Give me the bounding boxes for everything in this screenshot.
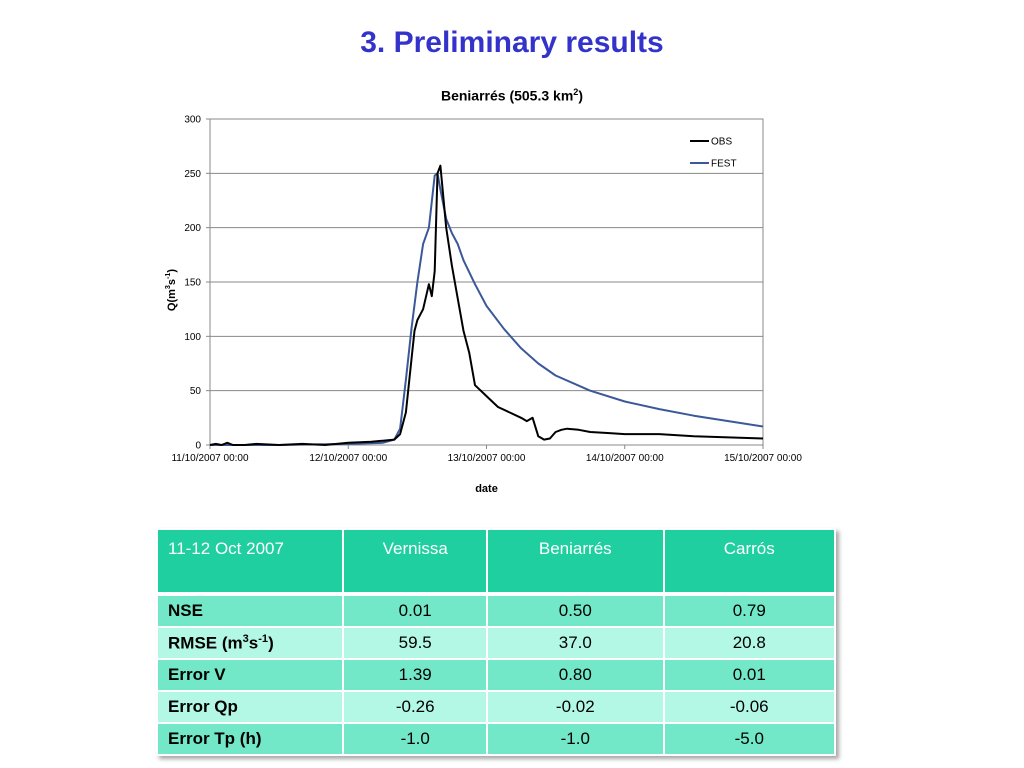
x-axis-ticks: 11/10/2007 00:00 12/10/2007 00:00 13/10/20… bbox=[171, 445, 802, 464]
x-tick-label: 13/10/2007 00:00 bbox=[448, 453, 526, 464]
row-label-rmse-sup-2: -1 bbox=[258, 632, 269, 645]
table-row: RMSE (m3s-1) 59.5 37.0 20.8 bbox=[155, 626, 837, 660]
row-label-rmse: RMSE (m3s-1) bbox=[155, 626, 345, 660]
table-row: Error Tp (h) -1.0 -1.0 -5.0 bbox=[155, 722, 837, 756]
y-tick-label: 250 bbox=[184, 169, 201, 180]
header-cell-beniarres: Beniarrés bbox=[486, 528, 665, 596]
row-label-rmse-mid: s bbox=[248, 633, 259, 653]
table-cell: 0.50 bbox=[486, 593, 665, 628]
chart-title: Beniarrés (505.3 km2) bbox=[0, 87, 1024, 104]
legend-label-obs: OBS bbox=[711, 137, 732, 148]
y-tick-label: 200 bbox=[184, 223, 201, 234]
table-cell: 0.01 bbox=[342, 593, 489, 628]
series-line-fest bbox=[210, 172, 764, 446]
y-axis-label-mid: s bbox=[165, 278, 178, 286]
table-row: Error V 1.39 0.80 0.01 bbox=[155, 658, 837, 692]
table-row: Error Qp -0.26 -0.02 -0.06 bbox=[155, 690, 837, 724]
y-axis-ticks: 0 50 100 150 200 250 300 bbox=[184, 115, 210, 452]
y-axis-label-text: Q(m bbox=[165, 289, 178, 312]
y-tick-label: 300 bbox=[184, 115, 201, 126]
row-label-rmse-sup-1: 3 bbox=[242, 632, 249, 645]
y-tick-label: 100 bbox=[184, 332, 201, 343]
chart-title-end: ) bbox=[578, 87, 584, 104]
table-cell: -5.0 bbox=[662, 722, 837, 756]
y-tick-label: 50 bbox=[190, 386, 202, 397]
chart-title-text: Beniarrés (505.3 km bbox=[440, 87, 574, 104]
table-cell: 20.8 bbox=[662, 626, 837, 660]
x-axis-label: date bbox=[475, 483, 498, 495]
y-axis-label-end: ) bbox=[165, 268, 178, 273]
x-tick-label: 15/10/2007 00:00 bbox=[724, 453, 802, 464]
row-label-error-tp: Error Tp (h) bbox=[155, 722, 345, 756]
table-cell: 59.5 bbox=[342, 626, 489, 660]
table-cell: 0.01 bbox=[662, 658, 837, 692]
table-cell: 0.79 bbox=[662, 593, 837, 628]
table-cell: 1.39 bbox=[342, 658, 489, 692]
legend-label-fest: FEST bbox=[711, 159, 737, 170]
header-cell-period: 11-12 Oct 2007 bbox=[155, 528, 345, 596]
metrics-table: 11-12 Oct 2007 Vernissa Beniarrés Carrós… bbox=[155, 528, 837, 756]
x-tick-label: 11/10/2007 00:00 bbox=[171, 453, 249, 464]
row-label-rmse-text: RMSE (m bbox=[168, 633, 243, 653]
chart-title-superscript: 2 bbox=[573, 87, 579, 97]
table-cell: -1.0 bbox=[342, 722, 489, 756]
x-tick-label: 14/10/2007 00:00 bbox=[586, 453, 664, 464]
x-tick-label: 12/10/2007 00:00 bbox=[309, 453, 387, 464]
row-label-nse: NSE bbox=[155, 593, 345, 628]
y-tick-label: 0 bbox=[195, 441, 201, 452]
series-line-obs bbox=[209, 164, 764, 446]
table-cell: 37.0 bbox=[486, 626, 665, 660]
y-tick-label: 150 bbox=[184, 278, 201, 289]
y-axis-label: Q(m3s-1) bbox=[164, 269, 178, 311]
row-label-rmse-end: ) bbox=[268, 633, 274, 653]
table-cell: -1.0 bbox=[486, 722, 665, 756]
y-axis-label-sup-2: -1 bbox=[164, 272, 173, 279]
table-cell: 0.80 bbox=[486, 658, 665, 692]
table-header-row: 11-12 Oct 2007 Vernissa Beniarrés Carrós bbox=[155, 528, 837, 596]
y-axis-label-sup-1: 3 bbox=[164, 285, 173, 290]
header-cell-vernissa: Vernissa bbox=[342, 528, 489, 596]
table-cell: -0.02 bbox=[486, 690, 665, 724]
slide-title: 3. Preliminary results bbox=[360, 26, 664, 59]
table-row: NSE 0.01 0.50 0.79 bbox=[155, 593, 837, 628]
row-label-error-v: Error V bbox=[155, 658, 345, 692]
table-cell: -0.06 bbox=[662, 690, 837, 724]
chart-legend: OBS FEST bbox=[690, 137, 737, 170]
table-cell: -0.26 bbox=[342, 690, 489, 724]
series-lines bbox=[209, 164, 764, 446]
header-cell-carros: Carrós bbox=[662, 528, 837, 596]
row-label-error-qp: Error Qp bbox=[155, 690, 345, 724]
